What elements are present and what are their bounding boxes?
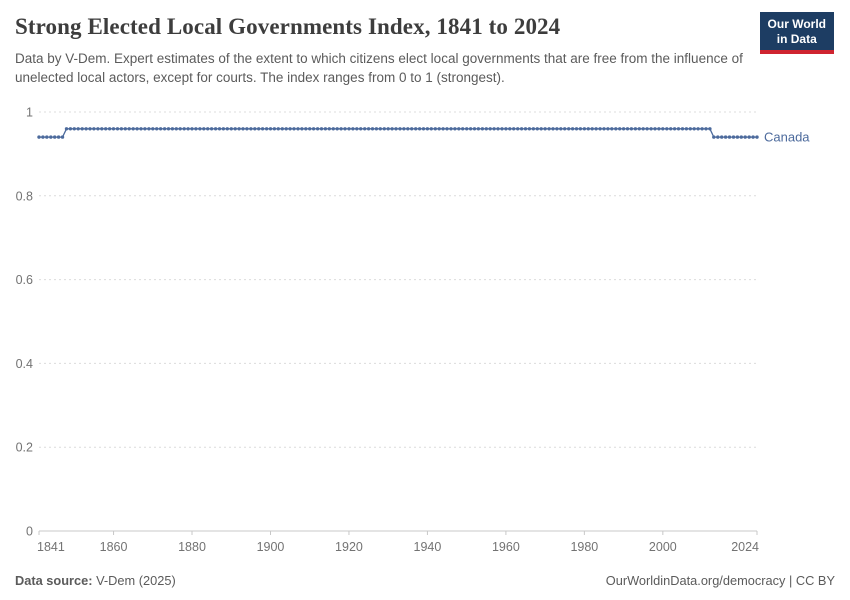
chart-subtitle: Data by V-Dem. Expert estimates of the e… — [15, 51, 743, 86]
y-tick-label: 0.6 — [16, 273, 33, 287]
x-tick-label: 2000 — [649, 540, 677, 554]
data-source-label: Data source: — [15, 573, 93, 588]
y-axis-labels: 0 0.2 0.4 0.6 0.8 1 — [16, 106, 33, 539]
x-tick-label: 1880 — [178, 540, 206, 554]
y-gridlines — [39, 111, 757, 448]
owid-logo-line2: in Data — [776, 31, 817, 46]
data-source-note: Data source: V-Dem (2025) — [15, 573, 176, 588]
x-tick-label: 1940 — [414, 540, 442, 554]
x-tick-label: 1841 — [37, 540, 65, 554]
x-tick-label: 1860 — [100, 540, 128, 554]
x-axis — [38, 530, 758, 535]
y-tick-label: 0 — [26, 525, 33, 539]
data-source-value: V-Dem (2025) — [92, 573, 176, 588]
chart-header: Strong Elected Local Governments Index, … — [15, 14, 760, 87]
series-label-canada[interactable]: Canada — [764, 130, 810, 145]
data-line-canada — [39, 128, 757, 138]
x-tick-label: 2024 — [731, 540, 759, 554]
y-tick-label: 0.4 — [16, 357, 33, 371]
x-tick-label: 1900 — [257, 540, 285, 554]
chart-title: Strong Elected Local Governments Index, … — [15, 14, 561, 39]
y-tick-label: 0.2 — [16, 441, 33, 455]
x-tick-label: 1920 — [335, 540, 363, 554]
data-points-canada — [37, 127, 759, 139]
x-axis-labels: 1841 1860 1880 1900 1920 1940 1960 1980 2000 2024 — [37, 540, 759, 554]
chart-footer: Data source: V-Dem (2025) OurWorldinData… — [15, 573, 835, 588]
x-tick-label: 1960 — [492, 540, 520, 554]
owid-logo-line1: Our World — [767, 17, 826, 31]
y-tick-label: 0.8 — [16, 189, 33, 203]
owid-citation-link[interactable]: OurWorldinData.org/democracy | CC BY — [605, 573, 835, 588]
y-tick-label: 1 — [26, 106, 33, 120]
owid-logo[interactable]: Our World in Data — [759, 12, 834, 55]
x-tick-label: 1980 — [570, 540, 598, 554]
